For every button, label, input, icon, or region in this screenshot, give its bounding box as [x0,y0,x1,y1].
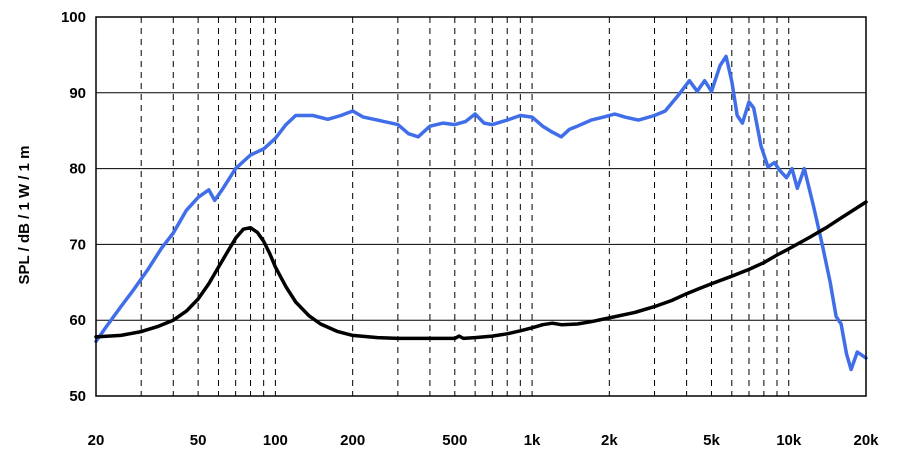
x-tick-label: 2k [601,432,618,449]
x-tick-label: 500 [442,432,467,449]
y-axis-label: SPL / dB / 1 W / 1 m [16,146,33,285]
x-tick-label: 20k [853,432,879,449]
y-tick-labels: 50 60 70 80 90 100 [61,9,86,405]
x-tick-label: 200 [340,432,365,449]
plot-frame [95,16,867,397]
y-tick-label: 80 [69,161,86,178]
x-tick-label: 1k [524,432,541,449]
x-tick-labels: 20 50 100 200 500 1k 2k 5k 10k 20k [88,432,880,449]
x-tick-label: 100 [263,432,288,449]
x-tick-label: 5k [703,432,720,449]
y-tick-label: 50 [69,388,86,405]
y-tick-label: 70 [69,236,86,253]
plot-area [96,17,866,396]
series-line-blue [94,54,868,372]
vertical-gridlines [140,17,790,396]
plot-background [96,17,866,396]
x-tick-label: 20 [88,432,105,449]
y-tick-label: 100 [61,9,86,26]
series-layer [94,54,868,372]
y-tick-label: 90 [69,85,86,102]
series-line-black [94,200,868,341]
plot-border [95,16,867,397]
horizontal-gridlines [96,92,866,321]
x-tick-label: 50 [190,432,207,449]
x-tick-label: 10k [776,432,802,449]
y-tick-label: 60 [69,312,86,329]
